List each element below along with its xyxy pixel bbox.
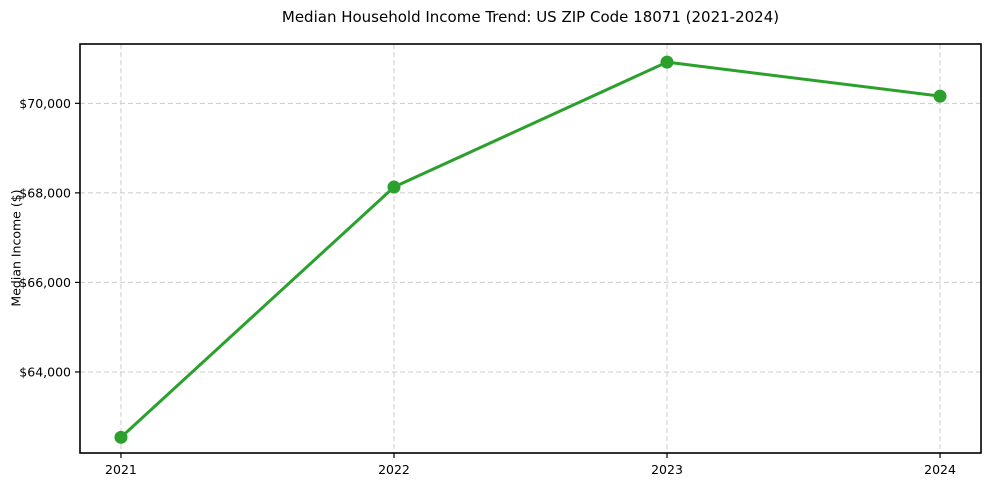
x-tick-label: 2023 (651, 462, 683, 477)
x-tick-label: 2022 (378, 462, 410, 477)
x-tick-label: 2024 (924, 462, 956, 477)
data-point-marker (933, 89, 947, 103)
data-point-marker (387, 180, 401, 194)
data-point-marker (660, 55, 674, 69)
trend-line (119, 60, 942, 439)
y-tick-label: $66,000 (19, 275, 71, 290)
y-tick-label: $64,000 (19, 364, 71, 379)
y-tick-label: $70,000 (19, 96, 71, 111)
plot-border (79, 43, 982, 454)
data-point-marker (114, 430, 128, 444)
x-tick-label: 2021 (105, 462, 137, 477)
y-tick-label: $68,000 (19, 185, 71, 200)
chart-title: Median Household Income Trend: US ZIP Co… (281, 8, 780, 26)
